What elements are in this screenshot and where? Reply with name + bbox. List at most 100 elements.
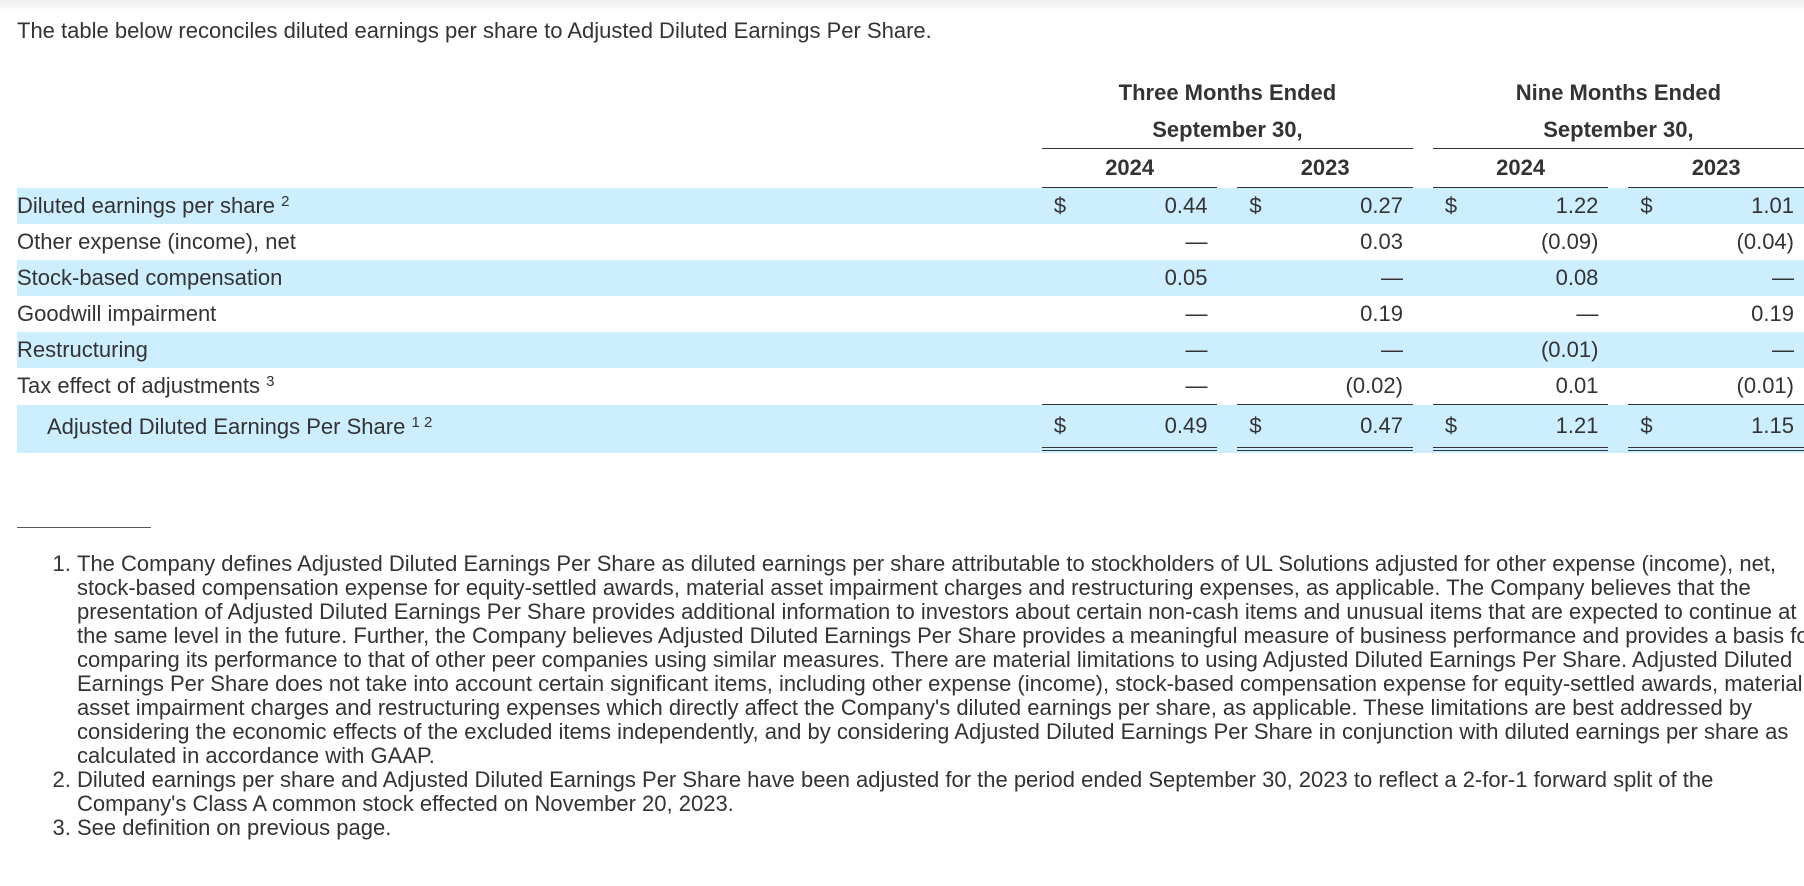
gap-cell: [1413, 224, 1433, 260]
dollar-sign: $: [1432, 187, 1481, 224]
value-cell: (0.01): [1736, 373, 1794, 398]
gap-cell: [1413, 296, 1433, 332]
dollar-sign: [1433, 296, 1481, 332]
dollar-sign: [1628, 296, 1676, 332]
value-cell: 1.22: [1480, 187, 1609, 224]
total-value-cell: 1.15: [1676, 404, 1804, 451]
year-header: 2024: [1041, 148, 1218, 188]
dollar-sign: $: [1628, 404, 1677, 451]
table-row: Goodwill impairment — 0.19 — 0.19: [17, 296, 1804, 332]
gap-cell: [1608, 296, 1628, 332]
row-label: Restructuring: [17, 332, 1023, 368]
gap-cell: [1608, 187, 1629, 224]
row-label-text: Other expense (income), net: [17, 229, 296, 254]
total-label: Adjusted Diluted Earnings Per Share 1 2: [17, 404, 1023, 449]
value-cell: —: [1185, 301, 1208, 326]
spacer-cell: [17, 449, 1804, 453]
dollar-sign: $: [1628, 187, 1677, 224]
gap-cell: [1217, 260, 1238, 296]
value-cell: 0.44: [1089, 187, 1218, 224]
dollar-sign: [1042, 296, 1090, 332]
dollar-sign: [1628, 260, 1677, 296]
dollar-sign: [1237, 224, 1285, 260]
gap-cell: [1412, 404, 1433, 449]
total-value-cell: 0.49: [1089, 404, 1218, 451]
value-cell: —: [1185, 373, 1208, 398]
dollar-sign: [1433, 368, 1481, 405]
footnote-divider: [17, 527, 151, 528]
dollar-sign: [1432, 260, 1481, 296]
gap-cell: [1608, 368, 1628, 405]
value-cell: (0.09): [1540, 229, 1599, 254]
value-cell: 0.05: [1089, 260, 1218, 296]
gap-cell: [1217, 224, 1237, 260]
footnote-ref: 2: [281, 192, 290, 210]
dollar-sign: [1041, 332, 1090, 368]
dollar-sign: [1237, 368, 1285, 405]
dollar-sign: [1628, 224, 1676, 260]
gap-cell: [1022, 296, 1042, 332]
gap-cell: [1217, 332, 1238, 368]
top-shadow: [0, 0, 1804, 12]
footnote-ref: 1 2: [411, 413, 433, 431]
value-cell: 0.19: [1360, 301, 1403, 326]
dollar-sign: [1432, 332, 1481, 368]
table-row: Stock-based compensation 0.05 — 0.08 —: [17, 260, 1804, 296]
gap-cell: [1217, 368, 1237, 405]
value-cell: —: [1676, 332, 1804, 368]
value-cell: —: [1576, 301, 1599, 326]
value-cell: (0.02): [1345, 373, 1403, 398]
value-cell: 0.03: [1360, 229, 1403, 254]
footnotes-list: The Company defines Adjusted Diluted Ear…: [38, 552, 1804, 840]
value-cell: 0.19: [1751, 301, 1794, 326]
value-cell: —: [1285, 332, 1413, 368]
value-cell: —: [1185, 229, 1208, 254]
dollar-sign: [1042, 224, 1090, 260]
year-header: 2023: [1628, 148, 1804, 188]
gap-cell: [1608, 404, 1629, 449]
row-label: Stock-based compensation: [17, 260, 1023, 296]
value-cell: 1.01: [1676, 187, 1804, 224]
gap-cell: [1022, 332, 1042, 368]
period-label: Nine Months Ended September 30,: [1515, 80, 1722, 142]
total-label-text: Adjusted Diluted Earnings Per Share: [47, 413, 406, 439]
period-header-three-months: Three Months Ended September 30,: [1041, 74, 1413, 149]
footnote-item: See definition on previous page.: [77, 816, 1804, 840]
year-header: 2023: [1237, 148, 1413, 188]
dollar-sign: [1042, 368, 1090, 405]
gap-cell: [1412, 187, 1433, 224]
gap-cell: [1217, 404, 1238, 449]
table-row: Tax effect of adjustments 3 — (0.02) 0.01 (0…: [17, 368, 1804, 405]
row-label-text: Stock-based compensation: [17, 265, 283, 290]
row-label-text: Tax effect of adjustments: [17, 373, 260, 399]
gap-cell: [1022, 260, 1042, 296]
dollar-sign: $: [1237, 404, 1286, 451]
dollar-sign: [1237, 296, 1285, 332]
row-label: Tax effect of adjustments 3: [17, 368, 1022, 405]
gap-cell: [1412, 260, 1433, 296]
gap-cell: [1217, 296, 1237, 332]
value-cell: —: [1089, 332, 1218, 368]
total-value-cell: 1.21: [1480, 404, 1609, 451]
row-label: Other expense (income), net: [17, 224, 1022, 260]
gap-cell: [1022, 187, 1042, 224]
gap-cell: [1608, 224, 1628, 260]
row-label: Goodwill impairment: [17, 296, 1022, 332]
table-row: Diluted earnings per share 2 $0.44 $0.27 $1…: [17, 187, 1804, 224]
dollar-sign: [1237, 260, 1286, 296]
gap-cell: [1412, 332, 1433, 368]
period-label: Three Months Ended September 30,: [1118, 80, 1337, 142]
footnote-ref: 3: [266, 373, 275, 391]
row-label-text: Restructuring: [17, 337, 148, 362]
eps-reconciliation-table: Three Months Ended September 30, Nine Mo…: [17, 74, 1804, 453]
value-cell: 0.27: [1285, 187, 1413, 224]
dollar-sign: $: [1432, 404, 1481, 451]
dollar-sign: [1628, 368, 1676, 405]
value-cell: 0.01: [1555, 373, 1599, 398]
footnote-item: The Company defines Adjusted Diluted Ear…: [77, 552, 1804, 768]
gap-cell: [1608, 260, 1629, 296]
gap-cell: [1022, 224, 1042, 260]
value-cell: —: [1285, 260, 1413, 296]
year-header: 2024: [1432, 148, 1609, 188]
dollar-sign: [1041, 260, 1090, 296]
